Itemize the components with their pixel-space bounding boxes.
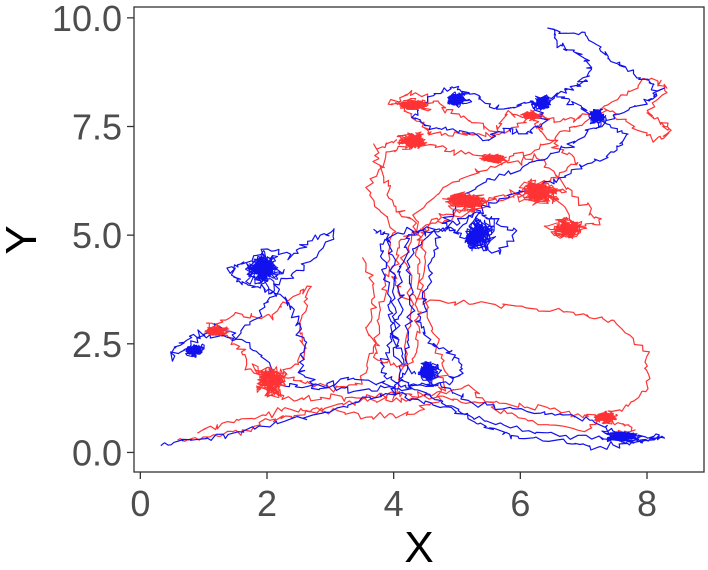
cluster-12 [588,108,607,128]
panel-border [133,6,705,473]
y-tick-label-4: 10.0 [52,0,122,39]
x-tick-label-2: 4 [384,483,404,524]
cluster-2 [417,360,442,385]
cluster-8 [395,97,432,112]
cluster-6 [543,216,588,239]
cluster-4 [442,191,488,213]
cluster-16 [185,343,205,358]
cluster-14 [601,430,643,444]
cluster-11 [520,109,543,122]
y-tick-label-2: 5.0 [72,215,122,256]
x-tick-label-4: 8 [637,483,657,524]
cluster-5 [517,178,568,206]
cluster-0 [244,250,285,295]
cluster-1 [251,363,288,399]
axes: 0 2 4 6 8 0.0 2.5 5.0 7.5 10.0 [52,0,657,524]
cluster-13 [593,410,619,425]
trajectory-line-4 [361,139,427,368]
y-tick-label-1: 2.5 [72,324,122,365]
y-tick-label-3: 7.5 [72,107,122,148]
cluster-7 [396,131,428,151]
trajectory-line-3 [373,226,464,389]
x-tick-label-3: 6 [510,483,530,524]
cluster-3 [464,213,497,252]
y-axis-title: Y [0,225,46,254]
x-axis-title: X [404,523,433,570]
x-tick-label-1: 2 [257,483,277,524]
cluster-17 [479,153,508,164]
trajectory-line-2 [160,27,666,451]
y-tick-label-0: 0.0 [72,432,122,473]
cluster-15 [204,323,232,337]
trajectory-line-0 [177,143,651,442]
cluster-9 [447,91,473,108]
x-tick-label-0: 0 [130,483,150,524]
plot-data-layer [160,27,672,451]
cluster-10 [529,94,552,111]
